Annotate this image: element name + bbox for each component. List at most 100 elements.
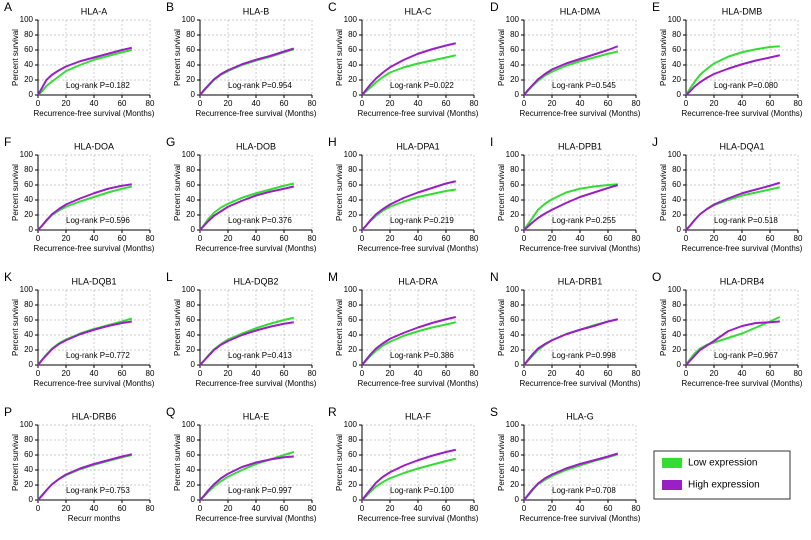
y-tick-label: 60 <box>510 180 519 189</box>
y-tick-label: 40 <box>510 60 519 69</box>
y-tick-label: 20 <box>348 345 357 354</box>
y-tick-label: 20 <box>24 75 33 84</box>
y-tick-label: 80 <box>24 30 33 39</box>
y-axis-label: Percent survival <box>11 299 20 356</box>
x-tick-label: 0 <box>198 234 203 243</box>
panel-title: HLA-G <box>566 411 594 421</box>
x-tick-label: 0 <box>360 234 365 243</box>
x-tick-label: 40 <box>414 99 423 108</box>
survival-curve <box>361 180 457 231</box>
survival-curve <box>199 321 294 366</box>
y-axis-label: Percent survival <box>497 29 506 86</box>
x-tick-label: 0 <box>360 504 365 513</box>
y-axis-label: Percent survival <box>173 434 182 491</box>
y-tick-label: 80 <box>348 435 357 444</box>
x-tick-label: 0 <box>36 504 41 513</box>
y-tick-label: 0 <box>677 225 682 234</box>
y-tick-label: 0 <box>353 495 358 504</box>
y-tick-label: 80 <box>672 30 681 39</box>
x-axis-label: Recurrence-free survival (Months) <box>520 514 641 523</box>
y-tick-label: 0 <box>191 495 196 504</box>
x-tick-label: 80 <box>308 99 317 108</box>
y-tick-label: 100 <box>506 15 520 24</box>
panel-letter: R <box>328 405 337 419</box>
y-tick-label: 80 <box>186 165 195 174</box>
y-axis-label: Percent survival <box>497 434 506 491</box>
y-tick-label: 20 <box>186 480 195 489</box>
x-tick-label: 60 <box>280 504 289 513</box>
y-tick-label: 20 <box>510 345 519 354</box>
log-rank-annotation: Log-rank P=0.022 <box>390 81 454 90</box>
legend-label: High expression <box>688 480 760 491</box>
panel-title: HLA-DRB1 <box>558 276 603 286</box>
panel-title: HLA-DOB <box>236 141 276 151</box>
survival-curve <box>361 448 457 501</box>
y-tick-label: 0 <box>353 90 358 99</box>
x-tick-label: 60 <box>442 504 451 513</box>
panel-title: HLA-DMB <box>722 6 763 16</box>
x-tick-label: 60 <box>442 234 451 243</box>
x-tick-label: 0 <box>198 369 203 378</box>
x-axis-label: Recurrence-free survival (Months) <box>196 244 317 253</box>
panel-letter: I <box>490 135 493 149</box>
x-tick-label: 40 <box>252 99 261 108</box>
x-tick-label: 60 <box>766 369 775 378</box>
x-tick-label: 0 <box>36 234 41 243</box>
y-tick-label: 60 <box>348 180 357 189</box>
survival-curve <box>361 457 457 501</box>
x-tick-label: 0 <box>522 99 527 108</box>
x-tick-label: 20 <box>386 99 395 108</box>
y-axis-label: Percent survival <box>659 299 668 356</box>
y-tick-label: 40 <box>186 195 195 204</box>
y-tick-label: 0 <box>353 360 358 369</box>
x-tick-label: 80 <box>146 504 155 513</box>
panel-title: HLA-F <box>405 411 432 421</box>
x-tick-label: 60 <box>118 234 127 243</box>
log-rank-annotation: Log-rank P=0.182 <box>66 81 130 90</box>
y-axis-label: Percent survival <box>11 29 20 86</box>
y-axis-label: Percent survival <box>335 29 344 86</box>
y-tick-label: 40 <box>348 465 357 474</box>
y-axis-label: Percent survival <box>659 29 668 86</box>
x-tick-label: 20 <box>224 99 233 108</box>
y-tick-label: 60 <box>24 450 33 459</box>
log-rank-annotation: Log-rank P=0.967 <box>714 351 778 360</box>
y-tick-label: 0 <box>515 495 520 504</box>
x-tick-label: 80 <box>146 369 155 378</box>
x-tick-label: 40 <box>576 369 585 378</box>
survival-curve <box>37 320 132 366</box>
y-tick-label: 40 <box>24 465 33 474</box>
x-axis-label: Recurrence-free survival (Months) <box>34 379 155 388</box>
x-axis-label: Recurrence-free survival (Months) <box>34 244 155 253</box>
y-tick-label: 60 <box>510 45 519 54</box>
x-tick-label: 20 <box>224 234 233 243</box>
y-tick-label: 60 <box>672 315 681 324</box>
y-axis-label: Percent survival <box>659 164 668 221</box>
y-tick-label: 0 <box>191 360 196 369</box>
y-tick-label: 80 <box>24 300 33 309</box>
y-tick-label: 100 <box>182 420 196 429</box>
x-tick-label: 60 <box>604 99 613 108</box>
x-tick-label: 60 <box>442 369 451 378</box>
x-tick-label: 40 <box>90 369 99 378</box>
x-tick-label: 0 <box>36 99 41 108</box>
panel-letter: S <box>490 405 498 419</box>
survival-curve <box>37 49 133 96</box>
x-tick-label: 20 <box>548 99 557 108</box>
y-tick-label: 40 <box>510 465 519 474</box>
x-tick-label: 40 <box>414 369 423 378</box>
x-tick-label: 80 <box>632 369 641 378</box>
x-tick-label: 80 <box>794 99 803 108</box>
y-tick-label: 0 <box>677 90 682 99</box>
x-tick-label: 80 <box>146 99 155 108</box>
log-rank-annotation: Log-rank P=0.219 <box>390 216 454 225</box>
panel-title: HLA-DQA1 <box>719 141 764 151</box>
x-tick-label: 80 <box>470 504 479 513</box>
x-axis-label: Recurrence-free survival (Months) <box>520 244 641 253</box>
x-axis-label: Recurrence-free survival (Months) <box>358 244 479 253</box>
log-rank-annotation: Log-rank P=0.545 <box>552 81 616 90</box>
y-tick-label: 100 <box>506 420 520 429</box>
x-axis-label: Recurrence-free survival (Months) <box>682 244 803 253</box>
panel-title: HLA-DOA <box>74 141 114 151</box>
x-tick-label: 40 <box>252 369 261 378</box>
